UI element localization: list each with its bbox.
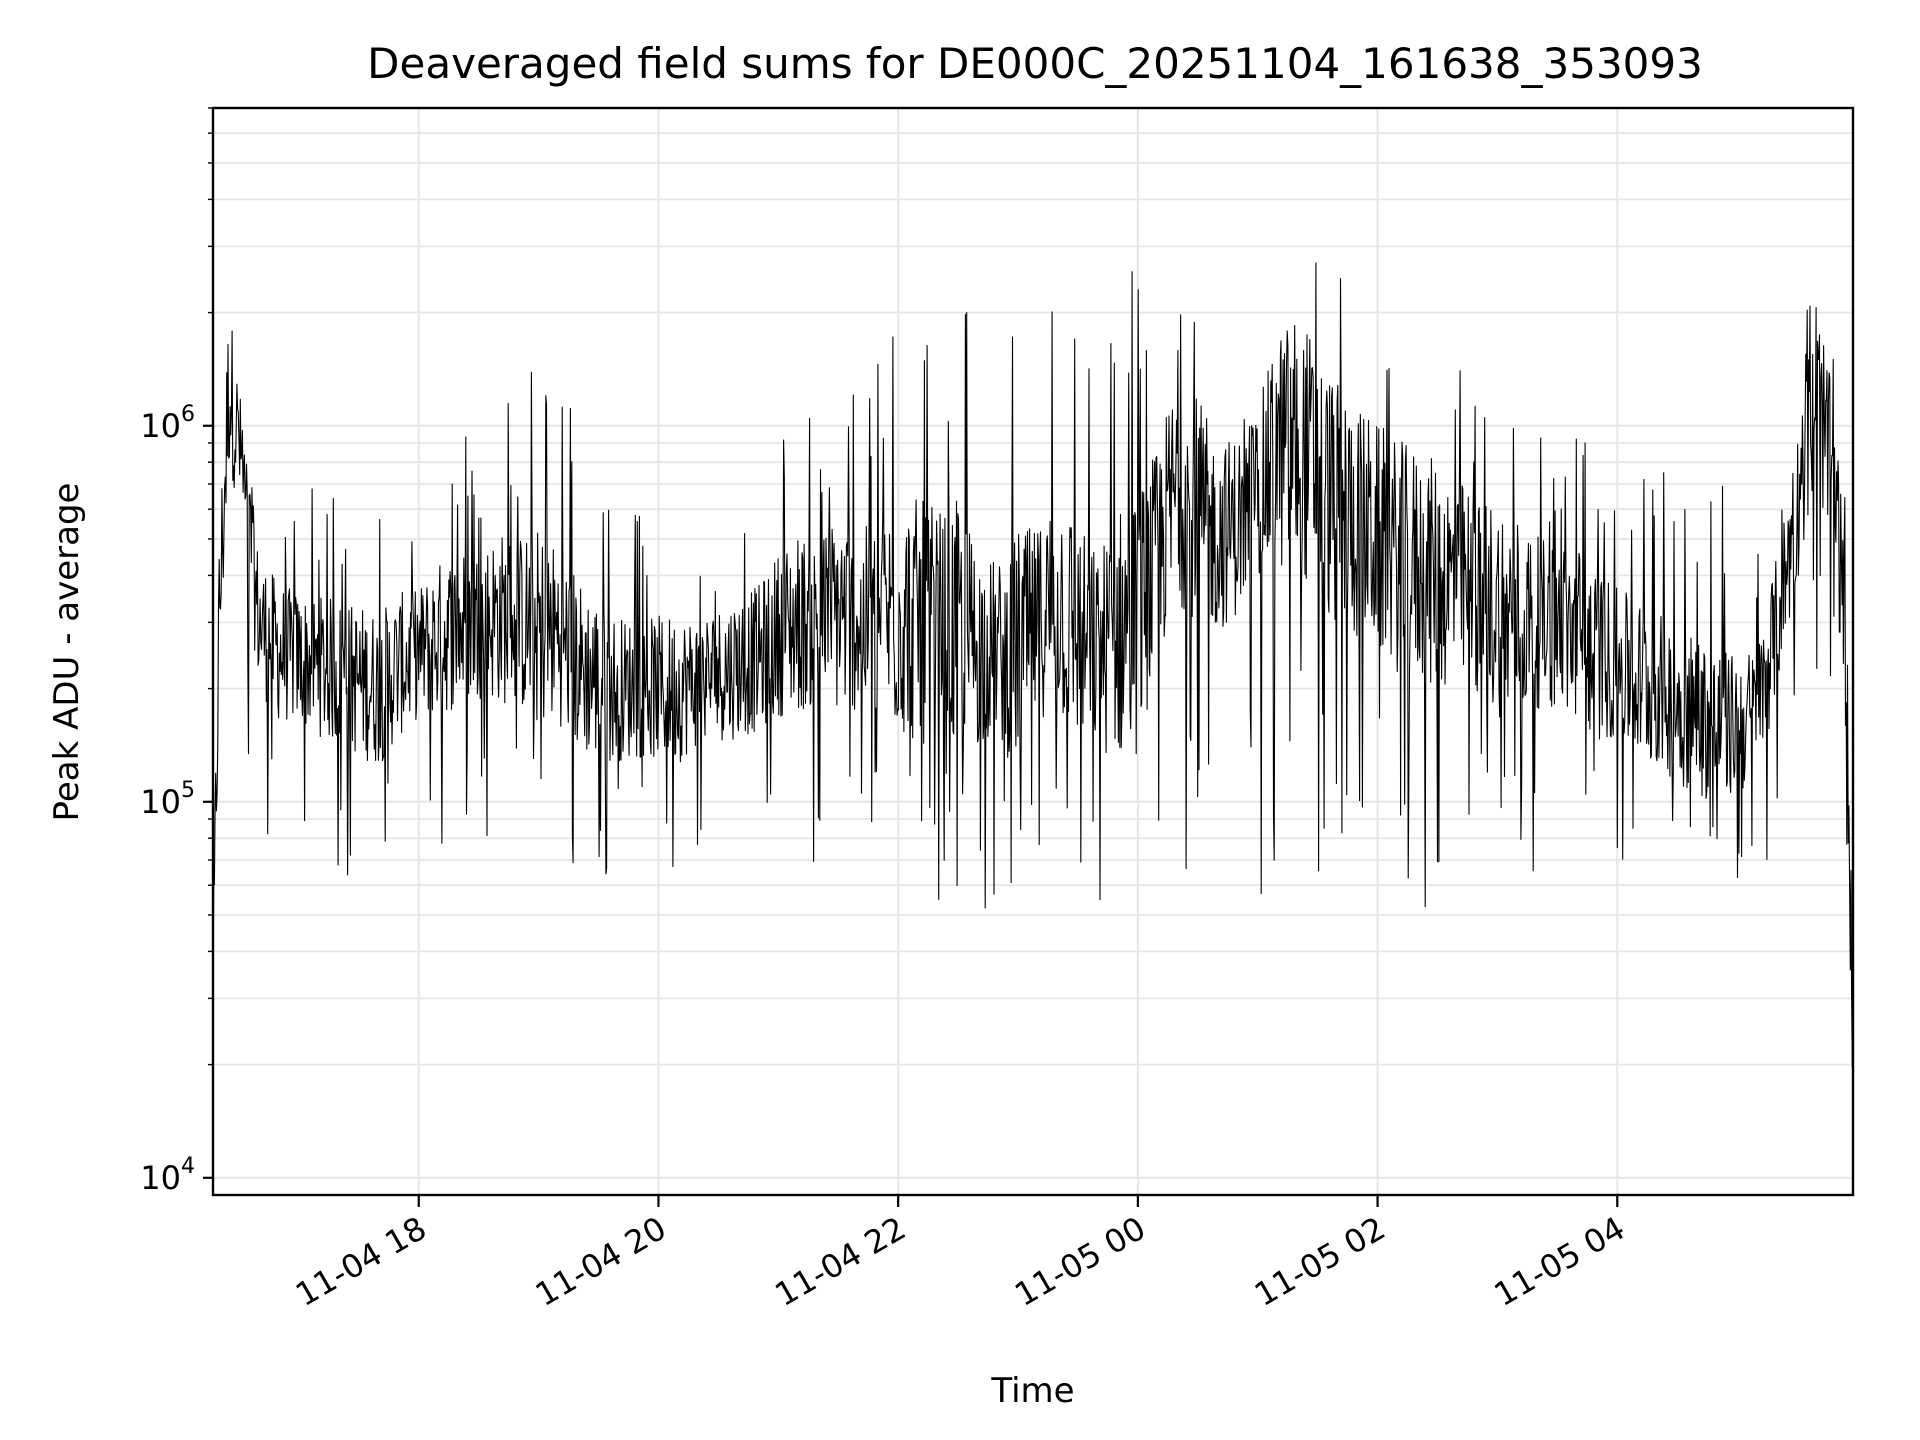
x-tick-label: 11-05 00 [1008,1209,1152,1314]
x-tick-label: 11-04 18 [289,1209,433,1314]
y-tick-label: 104 [140,1154,195,1197]
y-tick-label: 105 [140,778,195,821]
series-line-0 [212,262,1854,1069]
y-tick-label: 106 [140,402,195,445]
x-tick-label: 11-05 02 [1248,1209,1392,1314]
y-axis-label: Peak ADU - average [47,483,87,822]
series-group [212,262,1854,1069]
x-tick-label: 11-04 22 [769,1209,913,1314]
x-tick-label: 11-04 20 [529,1209,673,1314]
x-axis: 11-04 18 11-04 20 11-04 22 11-05 00 11-05 02… [289,1195,1631,1314]
plot-frame [211,106,1855,1197]
chart-title: Deaveraged field sums for DE000C_2025110… [367,39,1703,88]
x-tick-label: 11-05 04 [1488,1209,1632,1314]
x-axis-label: Time [990,1371,1074,1411]
y-axis: 104 105 106 [140,107,213,1197]
